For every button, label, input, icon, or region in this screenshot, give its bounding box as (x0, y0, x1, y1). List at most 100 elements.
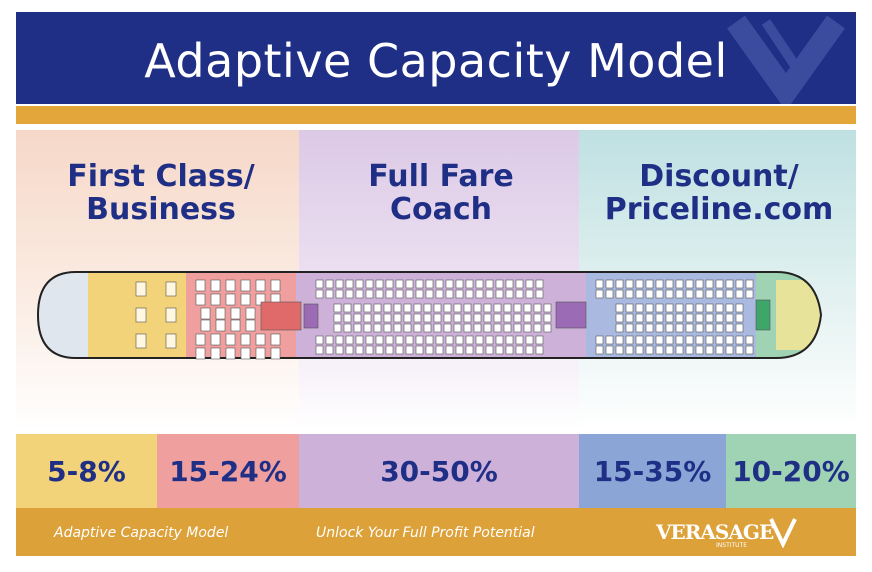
seat (695, 279, 704, 289)
seat (195, 347, 206, 360)
seat (715, 335, 724, 345)
seat (355, 335, 364, 345)
seat (635, 323, 644, 333)
seat (453, 313, 462, 323)
section-title-full-fare: Full Fare Coach (368, 159, 514, 227)
pct-business: 15-24% (157, 434, 299, 508)
seat (615, 303, 624, 313)
section-title-first-business: First Class/Business (67, 159, 255, 227)
seat (415, 335, 424, 345)
seat (695, 303, 704, 313)
seat (365, 345, 374, 355)
seat (523, 303, 532, 313)
seat (210, 347, 221, 360)
seat (375, 345, 384, 355)
seat (425, 335, 434, 345)
seat (625, 279, 634, 289)
seat (725, 335, 734, 345)
seat (375, 335, 384, 345)
seat (423, 313, 432, 323)
seat (645, 335, 654, 345)
seat (415, 289, 424, 299)
seat (745, 345, 754, 355)
seat (445, 289, 454, 299)
seat (443, 313, 452, 323)
seat (255, 347, 266, 360)
seat (485, 279, 494, 289)
seat (735, 335, 744, 345)
seat (543, 313, 552, 323)
seat (353, 313, 362, 323)
seat (165, 281, 177, 297)
seat (635, 303, 644, 313)
seat (715, 313, 724, 323)
seat (383, 323, 392, 333)
seat (605, 279, 614, 289)
seat (225, 279, 236, 292)
seat (225, 293, 236, 306)
seat (695, 289, 704, 299)
seat (625, 323, 634, 333)
section-title-discount: Discount/Priceline.com (604, 159, 834, 227)
seat (605, 345, 614, 355)
seat (735, 303, 744, 313)
header-banner: Adaptive Capacity Model (16, 12, 856, 104)
seat (493, 323, 502, 333)
pct-full-fare: 30-50% (299, 434, 579, 508)
seat (715, 303, 724, 313)
seat (335, 335, 344, 345)
seat (333, 313, 342, 323)
seat (405, 345, 414, 355)
seat (373, 323, 382, 333)
seat (433, 313, 442, 323)
seat (303, 303, 319, 329)
seat (625, 313, 634, 323)
seat (675, 313, 684, 323)
pct-priceline: 10-20% (726, 434, 856, 508)
seat (423, 323, 432, 333)
seat (515, 289, 524, 299)
seat (435, 289, 444, 299)
seat (655, 335, 664, 345)
seat (505, 335, 514, 345)
percentage-row: 5-8% 15-24% 30-50% 15-35% 10-20% (16, 434, 856, 508)
seat (725, 313, 734, 323)
seat (513, 313, 522, 323)
seat (385, 335, 394, 345)
seat (353, 323, 362, 333)
seat (735, 279, 744, 289)
seat (230, 307, 241, 320)
seat (240, 333, 251, 346)
seat (685, 303, 694, 313)
seat (195, 293, 206, 306)
seat (393, 303, 402, 313)
seat (373, 303, 382, 313)
seat (453, 323, 462, 333)
seat (385, 345, 394, 355)
seat (270, 347, 281, 360)
seat (685, 313, 694, 323)
seat (635, 313, 644, 323)
seat (495, 345, 504, 355)
seat (715, 279, 724, 289)
seat (655, 345, 664, 355)
seat (210, 333, 221, 346)
seat (615, 289, 624, 299)
seat (735, 345, 744, 355)
seat (200, 319, 211, 332)
seat (255, 333, 266, 346)
seat (465, 335, 474, 345)
seat (453, 303, 462, 313)
seat (393, 313, 402, 323)
page-title: Adaptive Capacity Model (144, 34, 728, 88)
seat (435, 345, 444, 355)
seat (705, 289, 714, 299)
seat (675, 289, 684, 299)
seat (353, 303, 362, 313)
seat (405, 289, 414, 299)
seat (245, 319, 256, 332)
seat (513, 303, 522, 313)
seat (483, 303, 492, 313)
seat (533, 303, 542, 313)
seat (413, 313, 422, 323)
